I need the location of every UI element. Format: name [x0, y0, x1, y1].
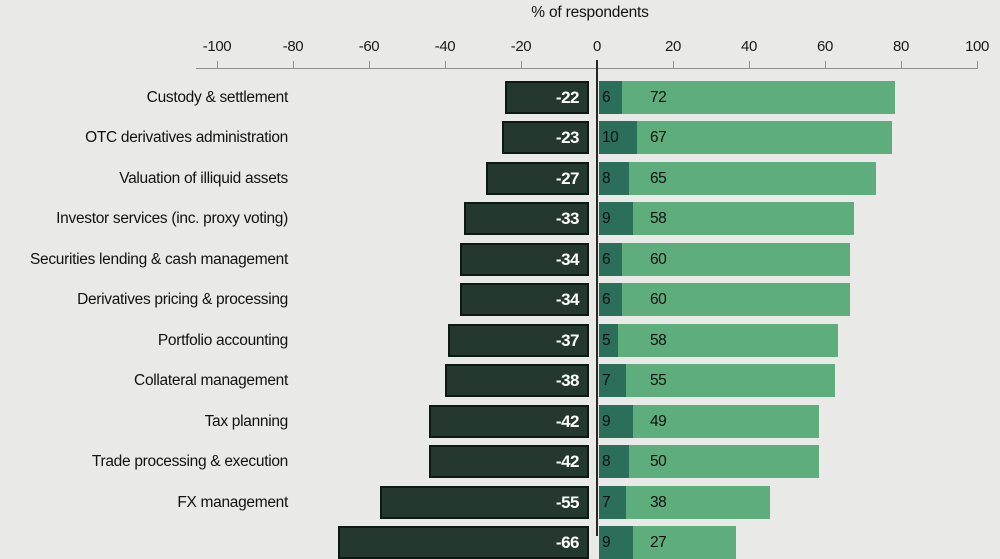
negative-bar: -22 [505, 80, 589, 114]
category-label: FX management [177, 493, 288, 511]
x-axis-tick-label: 80 [893, 38, 909, 55]
positive-value: 65 [650, 169, 667, 187]
x-axis-tick-label: 40 [741, 38, 757, 55]
negative-bar: -42 [429, 445, 589, 479]
x-axis-tick-label: -100 [202, 38, 232, 55]
neutral-bar [599, 364, 626, 398]
neutral-bar [599, 242, 622, 276]
negative-bar: -37 [448, 323, 589, 357]
neutral-value: 5 [602, 331, 611, 349]
positive-value: 60 [650, 250, 667, 268]
category-label: Trade processing & execution [91, 453, 288, 471]
positive-value: 38 [650, 493, 667, 511]
negative-bar: -38 [444, 364, 589, 398]
neutral-value: 9 [602, 534, 611, 552]
neutral-value: 6 [602, 250, 611, 268]
negative-bar: -34 [459, 283, 589, 317]
positive-value: 58 [650, 210, 667, 228]
positive-bar [629, 161, 877, 195]
neutral-value: 9 [602, 412, 611, 430]
x-axis-line [196, 68, 978, 69]
neutral-bar [599, 121, 637, 155]
category-label: Collateral management [134, 372, 288, 390]
positive-bar [625, 485, 770, 519]
category-label: OTC derivatives administration [85, 129, 288, 147]
x-axis-tick [749, 61, 750, 68]
category-label: Portfolio accounting [157, 331, 288, 349]
neutral-value: 9 [602, 210, 611, 228]
x-axis-tick-label: 60 [817, 38, 833, 55]
neutral-bar [599, 445, 630, 479]
positive-bar [621, 80, 896, 114]
x-axis-tick-label: -60 [358, 38, 380, 55]
category-label: Custody & settlement [146, 88, 289, 106]
category-label: Tax planning [204, 412, 289, 430]
positive-bar [621, 242, 850, 276]
x-axis-tick [901, 61, 902, 68]
x-axis-tick [293, 61, 294, 68]
x-axis-tick [521, 61, 522, 68]
x-axis-tick-label: 20 [665, 38, 681, 55]
positive-bar [625, 364, 835, 398]
positive-bar [637, 121, 892, 155]
neutral-bar [599, 323, 618, 357]
neutral-value: 8 [602, 453, 611, 471]
positive-value: 67 [650, 129, 667, 147]
neutral-value: 7 [602, 372, 611, 390]
neutral-bar [599, 161, 630, 195]
positive-value: 50 [650, 453, 667, 471]
x-axis-tick [825, 61, 826, 68]
neutral-value: 10 [602, 129, 619, 147]
neutral-value: 6 [602, 88, 611, 106]
x-axis-tick [445, 61, 446, 68]
negative-bar: -23 [501, 121, 589, 155]
category-label: Valuation of illiquid assets [119, 169, 288, 187]
negative-bar: -33 [463, 202, 589, 236]
positive-value: 49 [650, 412, 667, 430]
diverging-bar-chart: % of respondents -100 -80 -60 -40 -20 0 20 40 60… [29, 4, 989, 559]
neutral-bar [599, 202, 634, 236]
negative-bar: -55 [380, 485, 589, 519]
x-axis-tick-label: 100 [965, 38, 989, 55]
neutral-bar [599, 404, 634, 438]
x-axis-tick [217, 61, 218, 68]
neutral-value: 6 [602, 291, 611, 309]
positive-value: 27 [650, 534, 667, 552]
positive-value: 60 [650, 291, 667, 309]
x-axis-tick-label: 0 [593, 38, 601, 55]
neutral-value: 8 [602, 169, 611, 187]
negative-bar: -27 [486, 161, 589, 195]
positive-bar [633, 526, 736, 559]
category-label: Securities lending & cash management [29, 250, 288, 268]
x-axis-tick [977, 61, 978, 68]
x-axis-tick-label: -20 [510, 38, 532, 55]
positive-value: 55 [650, 372, 667, 390]
positive-bar [618, 323, 839, 357]
negative-bar: -34 [459, 242, 589, 276]
positive-bar [633, 404, 820, 438]
category-label: Investor services (inc. proxy voting) [56, 210, 288, 228]
zero-baseline [596, 60, 598, 536]
neutral-bar [599, 80, 622, 114]
x-axis-tick-label: -40 [434, 38, 456, 55]
positive-value: 58 [650, 331, 667, 349]
negative-bar: -66 [338, 526, 589, 559]
positive-bar [621, 283, 850, 317]
neutral-value: 7 [602, 493, 611, 511]
negative-bar: -42 [429, 404, 589, 438]
chart-title: % of respondents [531, 4, 649, 21]
x-axis-tick [369, 61, 370, 68]
positive-bar [633, 202, 854, 236]
positive-value: 72 [650, 88, 667, 106]
neutral-bar [599, 283, 622, 317]
neutral-bar [599, 485, 626, 519]
x-axis-tick-label: -80 [282, 38, 304, 55]
x-axis-tick [673, 61, 674, 68]
positive-bar [629, 445, 820, 479]
category-label: Derivatives pricing & processing [77, 291, 288, 309]
